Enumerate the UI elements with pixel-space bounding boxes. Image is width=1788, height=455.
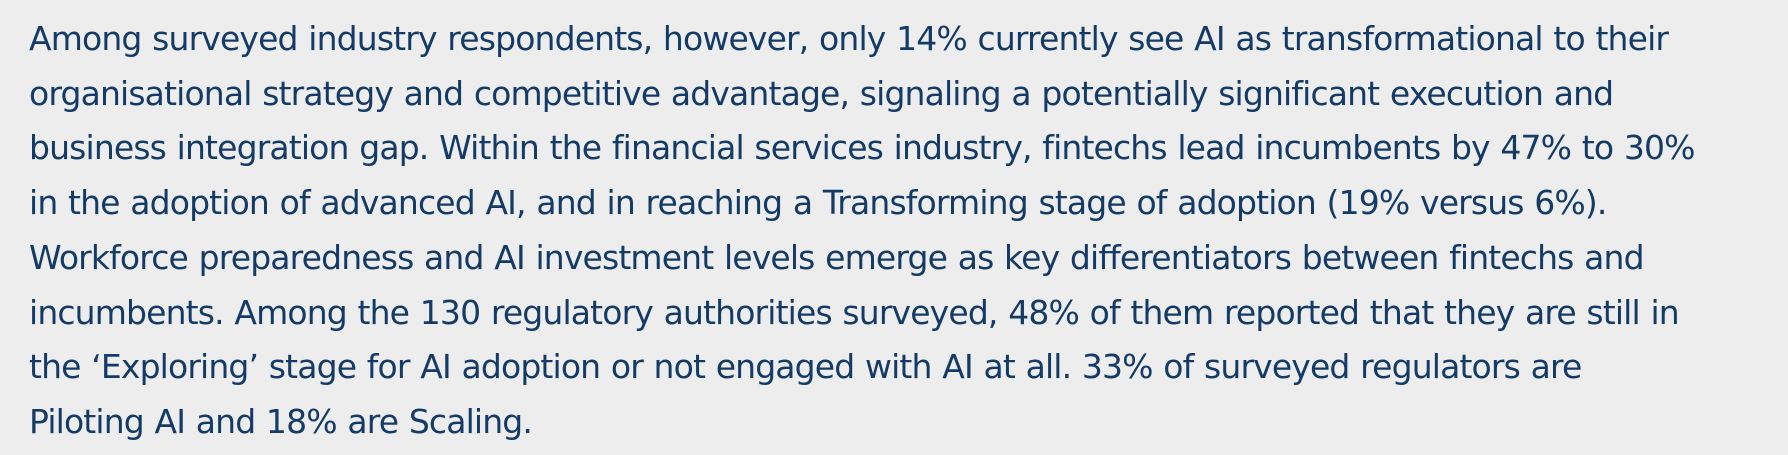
paragraph-line: Among surveyed industry respondents, how… [29, 19, 1669, 58]
paragraph-line: incumbents. Among the 130 regulatory aut… [29, 292, 1680, 332]
paragraph-line: business integration gap. Within the fin… [29, 128, 1696, 168]
paragraph-line: Workforce preparedness and AI investment… [29, 237, 1645, 277]
paragraph-line: in the adoption of advanced AI, and in r… [29, 183, 1607, 223]
body-paragraph: Among surveyed industry respondents, how… [29, 12, 1768, 450]
paragraph-line: the ‘Exploring’ stage for AI adoption or… [29, 347, 1582, 387]
paragraph-line: Piloting AI and 18% are Scaling. [29, 401, 533, 441]
paragraph-line: organisational strategy and competitive … [29, 73, 1614, 113]
